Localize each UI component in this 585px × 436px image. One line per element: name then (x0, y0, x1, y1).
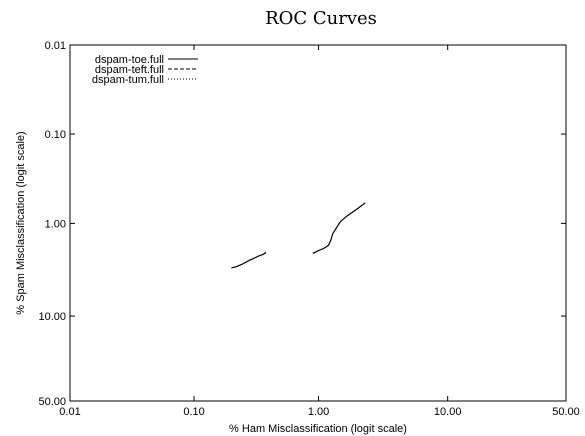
x-axis-ticks: 0.01 0.10 1.00 10.00 50.00 (59, 45, 579, 418)
series-line-0-segment-1 (313, 203, 366, 254)
series-layer (231, 203, 365, 268)
x-axis-label: % Ham Misclassification (logit scale) (229, 423, 407, 435)
y-tick-label: 50.00 (38, 396, 66, 408)
chart-title: ROC Curves (265, 8, 377, 29)
y-tick-label: 0.01 (45, 40, 66, 52)
legend: dspam-toe.fulldspam-teft.fulldspam-tum.f… (92, 54, 198, 86)
x-tick-label: 10.00 (434, 406, 462, 418)
y-tick-label: 10.00 (38, 311, 66, 323)
plot-frame (70, 45, 566, 401)
series-line-0-segment-0 (231, 253, 266, 268)
x-tick-label: 0.10 (183, 406, 204, 418)
legend-entry-label: dspam-tum.full (92, 74, 164, 86)
y-tick-label: 1.00 (45, 218, 66, 230)
x-tick-label: 1.00 (308, 406, 329, 418)
y-axis-label: % Spam Misclassification (logit scale) (15, 131, 27, 314)
y-axis-ticks: 0.01 0.10 1.00 10.00 50.00 (38, 40, 566, 408)
y-tick-label: 0.10 (45, 129, 66, 141)
x-tick-label: 50.00 (552, 406, 580, 418)
